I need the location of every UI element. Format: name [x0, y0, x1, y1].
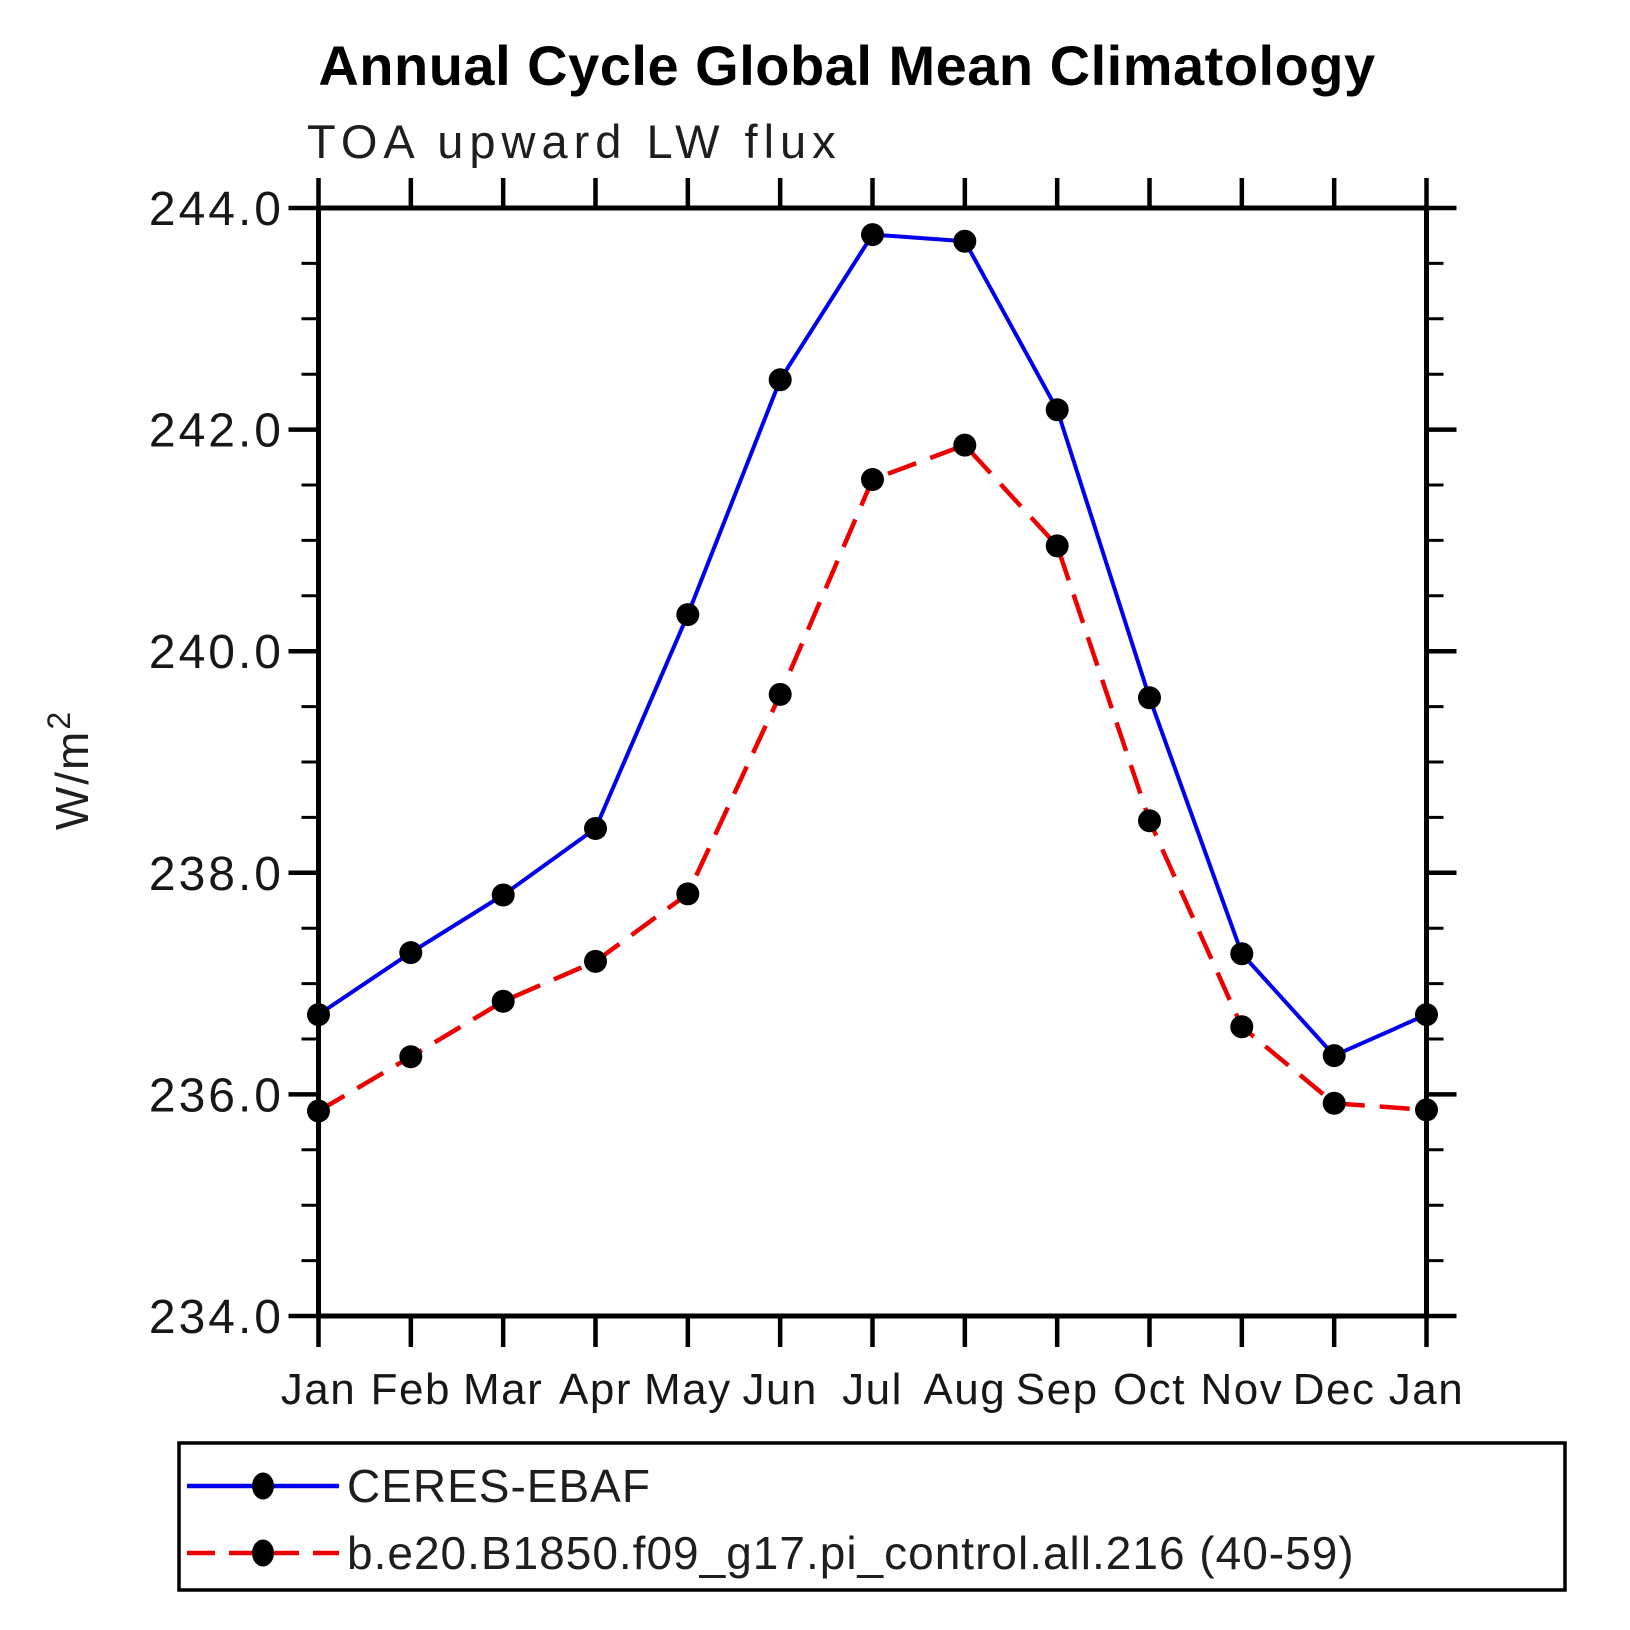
data-point-marker	[584, 817, 607, 840]
data-point-marker	[307, 1099, 330, 1123]
data-point-marker	[1322, 1091, 1346, 1115]
data-point-marker	[1415, 1003, 1438, 1027]
x-tick-label: Oct	[1113, 1365, 1186, 1414]
chart-subtitle: TOA upward LW flux	[307, 115, 842, 168]
legend-marker	[252, 1472, 274, 1500]
legend-label: b.e20.B1850.f09_g17.pi_control.all.216 (…	[347, 1527, 1355, 1579]
y-tick-label: 242.0	[149, 405, 284, 458]
y-tick-label: 236.0	[149, 1069, 284, 1122]
data-point-marker	[399, 1045, 423, 1069]
plot-frame	[316, 205, 1429, 1319]
y-axis-title: W/m2	[41, 710, 98, 830]
x-tick-label: Nov	[1200, 1365, 1283, 1414]
data-point-marker	[491, 989, 515, 1013]
y-axis-title-base: W/m	[46, 730, 98, 831]
series-line-1	[317, 442, 1427, 1113]
x-tick-label: Mar	[463, 1365, 543, 1414]
legend-item-model: b.e20.B1850.f09_g17.pi_control.all.216 (…	[187, 1527, 1355, 1579]
y-tick-label: 244.0	[149, 183, 284, 236]
data-point-marker	[399, 941, 423, 965]
legend: CERES-EBAF b.e20.B1850.f09_g17.pi_contro…	[177, 1441, 1567, 1592]
y-tick-label: 240.0	[149, 626, 284, 679]
x-tick-label: Jan	[1389, 1365, 1464, 1414]
x-tick-label: Apr	[559, 1365, 632, 1414]
data-point-marker	[676, 603, 700, 627]
data-point-marker	[584, 949, 607, 973]
x-tick-label: May	[644, 1365, 732, 1414]
x-tick-label: Jan	[281, 1365, 356, 1414]
data-point-marker	[861, 223, 884, 247]
legend-marker	[252, 1539, 274, 1567]
series-layer	[307, 223, 1438, 1123]
chart-title: Annual Cycle Global Mean Climatology	[318, 34, 1375, 97]
x-tick-label: Jul	[842, 1365, 903, 1414]
data-point-marker	[1230, 942, 1254, 966]
data-point-marker	[1230, 1015, 1254, 1039]
x-tick-label: Aug	[923, 1365, 1006, 1414]
data-point-marker	[676, 882, 700, 906]
data-point-marker	[1045, 534, 1069, 558]
data-point-marker	[1045, 398, 1069, 422]
data-point-marker	[861, 468, 884, 491]
x-tick-label: Feb	[371, 1365, 451, 1414]
data-point-marker	[1138, 809, 1161, 833]
data-point-marker	[953, 433, 977, 457]
data-point-marker	[1138, 686, 1161, 710]
data-point-marker	[491, 883, 515, 907]
data-point-marker	[953, 229, 977, 253]
x-tick-label: Jun	[742, 1365, 817, 1414]
legend-item-ceres: CERES-EBAF	[187, 1460, 651, 1512]
data-point-marker	[1415, 1098, 1438, 1122]
data-point-marker	[768, 682, 792, 706]
series-line-0	[317, 232, 1428, 1058]
axis-tick-labels: 234.0 236.0 238.0 240.0 242.0 244.0 Jan Feb Mar A…	[149, 183, 1464, 1414]
y-axis-title-superscript: 2	[41, 710, 77, 730]
y-tick-label: 234.0	[149, 1291, 284, 1344]
data-point-marker	[1322, 1044, 1346, 1068]
data-point-marker	[768, 368, 792, 392]
legend-label: CERES-EBAF	[347, 1460, 651, 1512]
legend-box	[177, 1441, 1567, 1592]
x-tick-label: Dec	[1293, 1365, 1376, 1414]
y-tick-label: 238.0	[149, 848, 284, 901]
x-tick-label: Sep	[1016, 1365, 1099, 1414]
axis-ticks	[288, 178, 1457, 1347]
data-point-marker	[307, 1003, 330, 1027]
